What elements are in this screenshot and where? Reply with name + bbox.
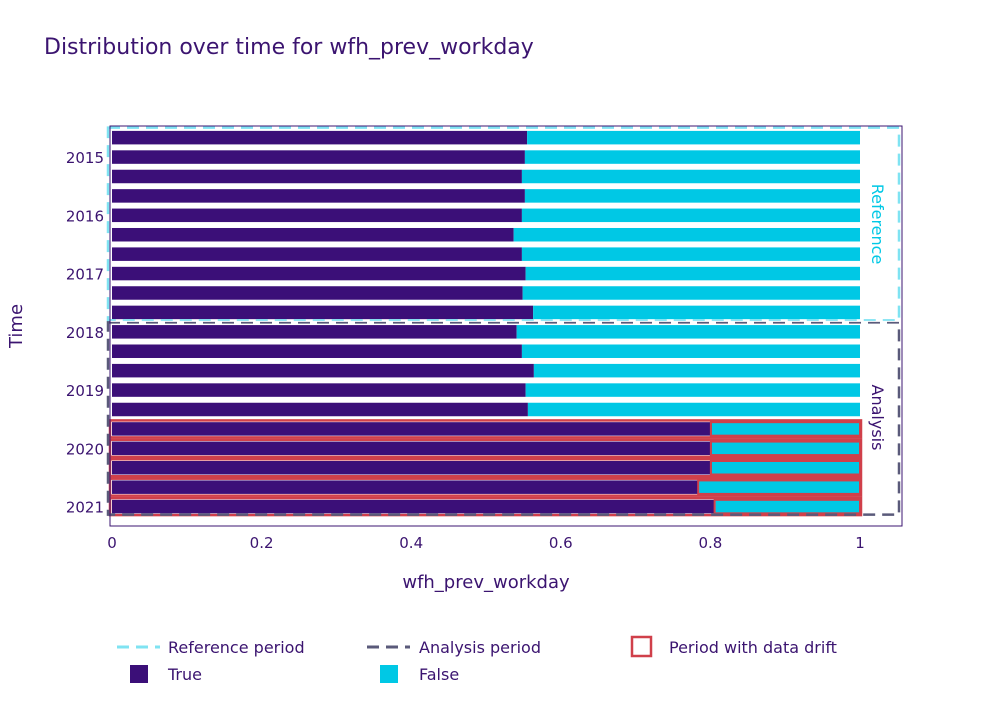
bar-true[interactable] [112,460,712,475]
bar-false[interactable] [715,499,860,514]
bar-true[interactable] [112,422,712,436]
drift-segment-outline [697,479,861,495]
y-tick-label: 2020 [66,440,104,458]
bar-true[interactable] [112,499,716,514]
bar-true[interactable] [112,189,525,203]
bars-layer [108,130,863,517]
y-tick-label: 2021 [66,499,104,517]
x-tick-label: 0 [107,534,117,552]
bar-false[interactable] [527,402,860,417]
bar-true[interactable] [112,441,712,456]
bar-true[interactable] [112,305,534,320]
bar-false[interactable] [524,189,860,203]
chart-title: Distribution over time for wfh_prev_work… [44,35,534,60]
bar-false[interactable] [533,305,860,320]
bar-false[interactable] [711,460,860,475]
y-tick-label: 2018 [66,324,104,342]
bar-true[interactable] [112,169,522,184]
legend-data-drift-swatch [630,635,653,658]
x-tick-label: 1 [855,534,865,552]
y-axis-title: Time [6,304,27,349]
bar-true[interactable] [112,266,526,281]
x-axis-title: wfh_prev_workday [402,572,570,593]
drift-segment-outline [709,440,861,457]
bar-true[interactable] [112,286,523,300]
bar-false[interactable] [524,150,860,164]
bar-true[interactable] [112,325,517,339]
bar-false[interactable] [711,422,860,436]
bar-true[interactable] [112,208,522,223]
legend-false-swatch [380,665,398,683]
drift-segment-outline [709,459,861,476]
y-tick-label: 2016 [66,207,104,225]
legend-data-drift-label[interactable]: Period with data drift [669,638,837,657]
y-tick-label: 2019 [66,382,104,400]
legend-reference-period-label[interactable]: Reference period [168,638,305,657]
legend-analysis-period-label[interactable]: Analysis period [419,638,541,657]
legend-true-label[interactable]: True [167,665,202,684]
bar-false[interactable] [699,480,860,494]
analysis-period-label: Analysis [868,385,887,451]
bar-false[interactable] [521,208,860,223]
bar-true[interactable] [112,227,514,242]
bar-false[interactable] [522,286,860,300]
reference-period-box [106,126,901,322]
bar-false[interactable] [513,227,860,242]
drift-segment-outline [709,421,861,437]
x-tick-label: 0.4 [399,534,423,552]
x-tick-label: 0.8 [698,534,722,552]
bar-true[interactable] [112,130,528,145]
legend-false-label[interactable]: False [419,665,459,684]
bar-false[interactable] [521,344,860,358]
bar-true[interactable] [112,383,526,397]
analysis-period-box [106,321,901,516]
bar-false[interactable] [711,441,860,456]
bar-true[interactable] [112,480,700,494]
bar-true[interactable] [112,247,522,261]
bar-true[interactable] [112,363,534,378]
bar-true[interactable] [112,344,522,358]
legend-true-swatch [130,665,148,683]
y-tick-label: 2017 [66,266,104,284]
bar-false[interactable] [516,325,860,339]
bar-true[interactable] [112,402,528,417]
bar-false[interactable] [533,363,860,378]
bar-false[interactable] [521,247,860,261]
bar-false[interactable] [525,383,860,397]
y-axis-ticks: 2015 2016 2017 2018 2019 2020 2021 [66,149,104,517]
x-tick-label: 0.6 [549,534,573,552]
x-axis-ticks: 0 0.2 0.4 0.6 0.8 1 [107,534,865,552]
y-tick-label: 2015 [66,149,104,167]
reference-period-label: Reference [868,184,887,265]
plot-frame [109,125,903,527]
x-tick-label: 0.2 [250,534,274,552]
bar-false[interactable] [521,169,860,184]
bar-true[interactable] [112,150,525,164]
bar-false[interactable] [525,266,860,281]
legend[interactable]: Reference period Analysis period Period … [117,635,837,684]
bar-false[interactable] [527,130,860,145]
periods-layer: Reference Analysis [106,126,902,516]
